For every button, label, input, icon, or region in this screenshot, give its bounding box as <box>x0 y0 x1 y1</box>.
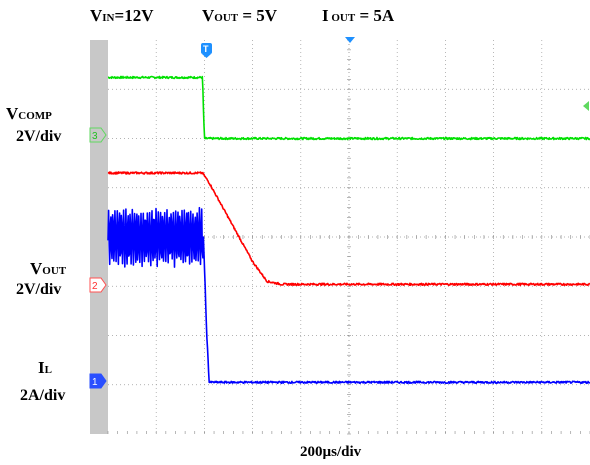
vin-header: VIN=12V <box>90 6 153 26</box>
vout-symbol: V <box>202 6 215 25</box>
ch3-marker[interactable]: 3 <box>89 127 107 143</box>
ch3-offscreen-marker <box>583 101 589 111</box>
grid <box>107 39 590 435</box>
ch3-marker-label: 3 <box>92 131 98 142</box>
vout-label-symbol: V <box>30 259 43 278</box>
traces <box>107 75 590 385</box>
il-label: IL <box>38 358 52 378</box>
horizontal-position-marker[interactable] <box>345 37 355 43</box>
trigger-marker[interactable]: T <box>201 43 212 58</box>
ch1-marker-label: 1 <box>92 377 98 388</box>
vcomp-scale: 2V/div <box>16 128 62 145</box>
iout-subscript: OUT <box>328 12 356 24</box>
trace-vout <box>107 171 590 287</box>
ch2-marker-label: 2 <box>92 281 98 292</box>
trace-vcomp <box>107 75 590 141</box>
vout-label-subscript: OUT <box>42 265 67 277</box>
vout-header: VOUT = 5V <box>202 6 277 26</box>
ch1-marker[interactable]: 1 <box>89 373 107 389</box>
x-axis-label: 200µs/div <box>300 444 362 460</box>
il-subscript: L <box>44 364 52 376</box>
vin-value: =12V <box>114 6 154 25</box>
trace-il <box>107 206 590 385</box>
iout-header: I OUT = 5A <box>322 6 394 26</box>
ch2-marker[interactable]: 2 <box>89 277 107 293</box>
vin-subscript: IN <box>102 12 115 24</box>
iout-symbol: I <box>322 6 329 25</box>
il-scale: 2A/div <box>20 387 66 404</box>
il-symbol: I <box>38 358 45 377</box>
channel-markers: 3 2 1 T <box>89 37 589 389</box>
vout-label: VOUT <box>30 259 66 279</box>
trigger-marker-label: T <box>203 44 209 54</box>
vcomp-subscript: COMP <box>18 110 52 122</box>
vout-scale: 2V/div <box>16 281 62 298</box>
vout-value: = 5V <box>238 6 278 25</box>
vcomp-label: VCOMP <box>6 104 52 124</box>
vin-symbol: V <box>90 6 103 25</box>
iout-value: = 5A <box>355 6 395 25</box>
vcomp-symbol: V <box>6 104 19 123</box>
vout-subscript: OUT <box>214 12 239 24</box>
